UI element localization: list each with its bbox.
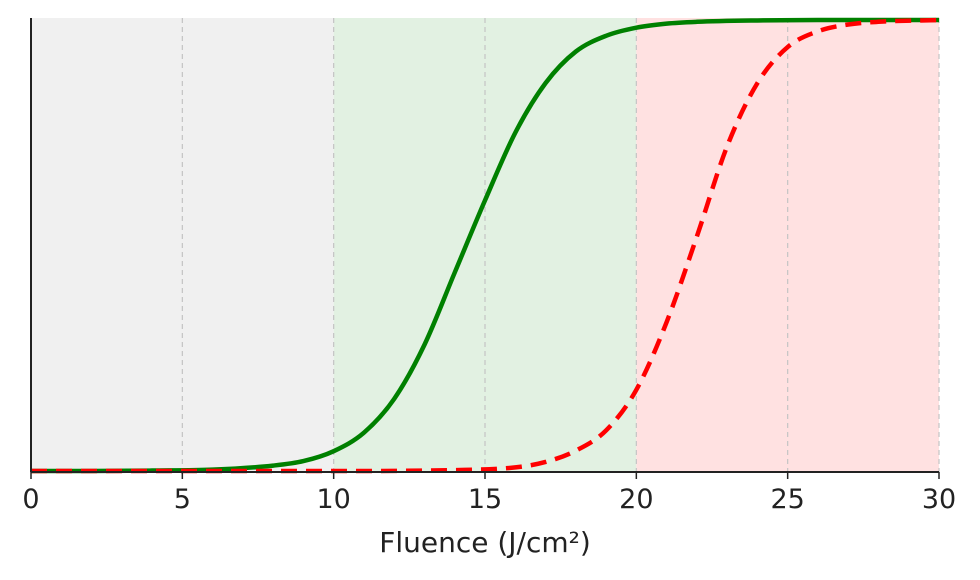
x-tick-label-15: 15 xyxy=(468,484,502,515)
x-tick-label-0: 0 xyxy=(22,484,39,515)
series-line-0 xyxy=(31,17,939,474)
x-tick-label-30: 30 xyxy=(922,484,956,515)
x-tick-label-20: 20 xyxy=(619,484,653,515)
x-tick-label-25: 25 xyxy=(770,484,804,515)
x-axis-title: Fluence (J/cm²) xyxy=(379,526,591,559)
x-ticks: 0 5 10 15 20 25 30 xyxy=(22,472,956,515)
series-line-1 xyxy=(31,17,940,474)
x-tick-label-5: 5 xyxy=(174,484,191,515)
x-tick-label-10: 10 xyxy=(316,484,350,515)
curves xyxy=(31,17,940,474)
vertical-gridlines xyxy=(181,18,940,472)
